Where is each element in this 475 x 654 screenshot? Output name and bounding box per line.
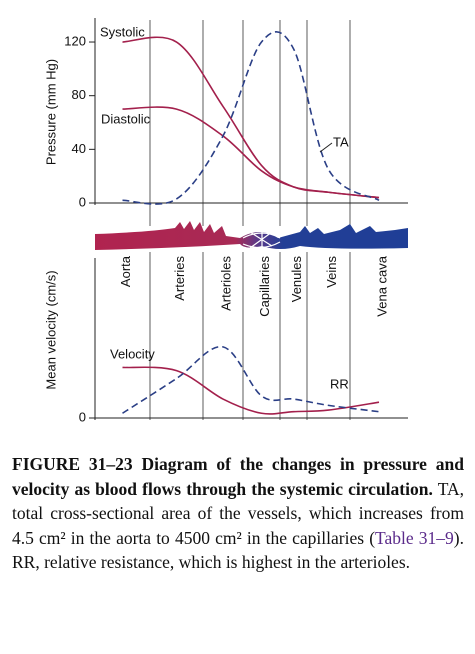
caption-text: TA, total cross-sectional area of the ve… — [12, 478, 464, 548]
y-tick-label: 0 — [79, 194, 86, 209]
capillary-net — [242, 230, 281, 250]
category-label: Capillaries — [257, 256, 272, 317]
vessel-band — [95, 221, 408, 250]
annotation-leader — [319, 142, 333, 153]
series-label: Velocity — [110, 346, 155, 361]
figure: Pressure (mm Hg) Mean velocity (cm/s) Ao… — [43, 18, 408, 424]
y-tick-label: 0 — [79, 409, 86, 424]
caption-text: ). RR, relative resistance, which is hig… — [12, 527, 464, 573]
category-label: Aorta — [118, 255, 133, 287]
category-label: Veins — [324, 256, 339, 288]
category-label: Arterioles — [218, 256, 233, 311]
y-tick-label: 80 — [72, 87, 86, 102]
y-axis-label: Pressure (mm Hg) — [43, 59, 58, 165]
series-label: TA — [333, 134, 349, 149]
y-tick-label: 40 — [72, 141, 86, 156]
y-tick-label: 120 — [64, 33, 86, 48]
series-line — [122, 36, 380, 199]
caption-title: FIGURE 31–23 Diagram of the changes in p… — [12, 454, 464, 499]
category-label: Venules — [289, 256, 304, 303]
series-line — [122, 366, 380, 415]
series-label: Diastolic — [101, 111, 151, 126]
category-label: Arteries — [172, 256, 187, 301]
series-line — [122, 31, 380, 205]
series-line — [122, 106, 380, 199]
series-line — [122, 346, 380, 414]
series-label: Systolic — [100, 24, 145, 39]
category-label: Vena cava — [374, 255, 389, 316]
table-link[interactable]: Table 31–9 — [375, 527, 454, 548]
y-axis-label: Mean velocity (cm/s) — [43, 270, 58, 389]
series-label: RR — [330, 376, 349, 391]
caption: FIGURE 31–23 Diagram of the changes in p… — [12, 452, 464, 575]
